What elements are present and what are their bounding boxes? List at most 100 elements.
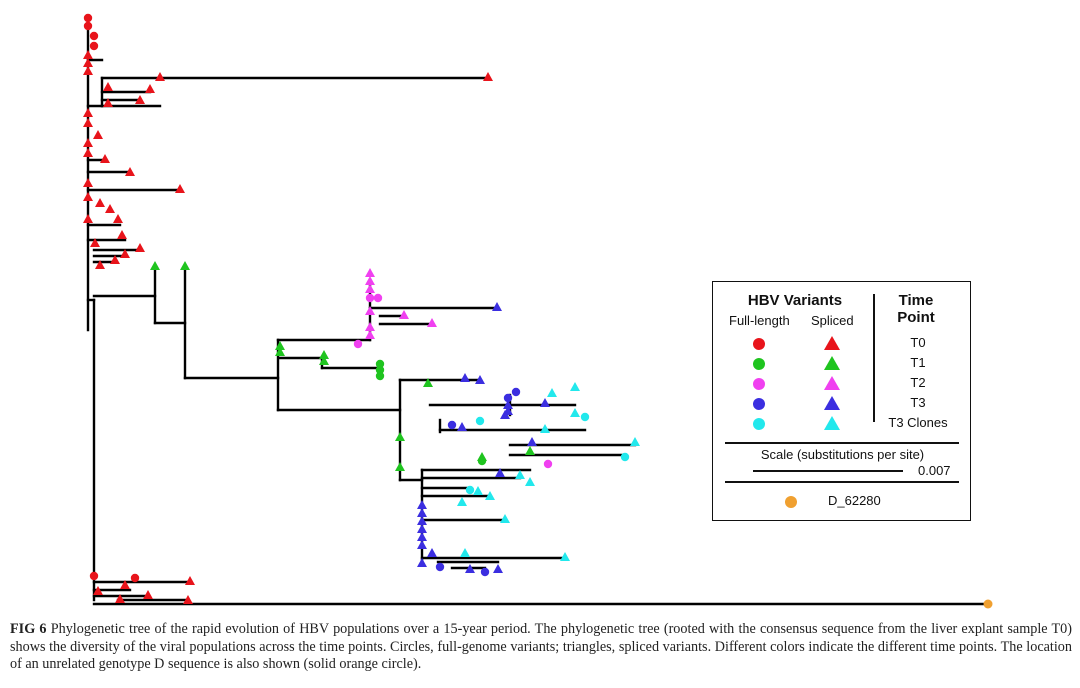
legend-time-point-label: T3 — [910, 395, 926, 410]
tip-marker — [375, 371, 385, 381]
tip-marker — [89, 571, 99, 581]
tip-marker — [395, 432, 405, 441]
tip-marker — [547, 388, 557, 397]
legend-time-point-label: T2 — [910, 375, 926, 390]
tip-marker — [319, 356, 329, 365]
tip-marker — [630, 437, 640, 446]
tip-marker — [460, 548, 470, 557]
legend-scale-value: 0.007 — [918, 463, 951, 478]
tip-marker — [83, 21, 93, 31]
tip-marker — [423, 378, 433, 387]
tip-marker — [135, 243, 145, 252]
legend-spliced-marker — [824, 396, 840, 410]
tip-marker — [525, 446, 535, 455]
legend-title-time: Time — [898, 292, 934, 309]
tip-marker — [560, 552, 570, 561]
tip-marker — [500, 514, 510, 523]
tip-marker — [89, 41, 99, 51]
magenta-tips — [353, 268, 553, 469]
figure-label: FIG 6 — [10, 621, 47, 637]
tip-marker — [117, 230, 127, 239]
tree-branches — [86, 16, 990, 606]
tip-marker — [417, 540, 427, 549]
red-tips — [83, 13, 493, 604]
tip-marker — [395, 462, 405, 471]
tip-marker — [417, 524, 427, 533]
tip-marker — [427, 548, 437, 557]
tip-marker — [95, 260, 105, 269]
tip-marker — [125, 167, 135, 176]
legend-title-point: Point — [897, 309, 935, 326]
legend-full-length-marker — [753, 338, 765, 350]
tip-marker — [500, 410, 510, 419]
tip-marker — [435, 562, 445, 572]
legend-divider-horizontal — [725, 481, 959, 483]
tip-marker — [275, 341, 285, 350]
tip-marker — [83, 178, 93, 187]
tip-marker — [83, 192, 93, 201]
legend-box: HBV Variants Full-length Spliced Time Po… — [712, 281, 971, 521]
legend-spliced-marker — [824, 356, 840, 370]
tip-marker — [570, 408, 580, 417]
tip-marker — [365, 306, 375, 315]
tip-marker — [473, 486, 483, 495]
tip-marker — [417, 500, 427, 509]
legend-full-length-marker — [753, 358, 765, 370]
tip-marker — [83, 214, 93, 223]
tip-marker — [477, 452, 487, 461]
tip-marker — [319, 350, 329, 359]
tip-marker — [120, 249, 130, 258]
legend-time-point-label: T0 — [910, 335, 926, 350]
legend-outgroup-label: D_62280 — [828, 493, 881, 508]
outgroup-d62280-marker — [983, 599, 993, 609]
tip-marker — [475, 416, 485, 426]
cyan-tips — [457, 382, 640, 561]
tip-marker — [375, 365, 385, 375]
tip-marker — [150, 261, 160, 270]
tip-marker — [83, 108, 93, 117]
tip-marker — [465, 564, 475, 573]
tip-marker — [353, 339, 363, 349]
tip-marker — [527, 437, 537, 446]
legend-full-length-marker — [753, 398, 765, 410]
tip-marker — [399, 310, 409, 319]
tip-marker — [540, 424, 550, 433]
tip-marker — [427, 318, 437, 327]
tip-marker — [275, 347, 285, 356]
tip-marker — [155, 72, 165, 81]
tip-marker — [475, 375, 485, 384]
tip-marker — [373, 293, 383, 303]
tip-marker — [83, 66, 93, 75]
tip-marker — [365, 293, 375, 303]
tip-marker — [180, 261, 190, 270]
tip-marker — [105, 204, 115, 213]
tip-marker — [495, 468, 505, 477]
tip-marker — [540, 398, 550, 407]
tip-marker — [503, 400, 513, 409]
tip-marker — [365, 322, 375, 331]
tip-marker — [417, 516, 427, 525]
tip-marker — [83, 13, 93, 23]
tip-marker — [185, 576, 195, 585]
tip-marker — [457, 497, 467, 506]
tip-marker — [143, 590, 153, 599]
tip-marker — [580, 412, 590, 422]
legend-time-point-label: T3 Clones — [888, 415, 948, 430]
tip-marker — [375, 359, 385, 369]
legend-outgroup-marker — [785, 496, 797, 508]
tip-marker — [480, 567, 490, 577]
tip-marker — [365, 330, 375, 339]
tip-marker — [417, 558, 427, 567]
phylogenetic-tree — [83, 13, 993, 609]
tip-marker — [135, 95, 145, 104]
tip-marker — [503, 393, 513, 403]
tip-marker — [460, 373, 470, 382]
tip-marker — [83, 58, 93, 67]
tip-marker — [417, 508, 427, 517]
tip-marker — [115, 594, 125, 603]
tip-marker — [83, 50, 93, 59]
green-tips — [150, 261, 535, 471]
figure-caption: FIG 6 Phylogenetic tree of the rapid evo… — [10, 621, 1072, 674]
tip-marker — [525, 477, 535, 486]
legend-spliced-marker — [824, 336, 840, 350]
